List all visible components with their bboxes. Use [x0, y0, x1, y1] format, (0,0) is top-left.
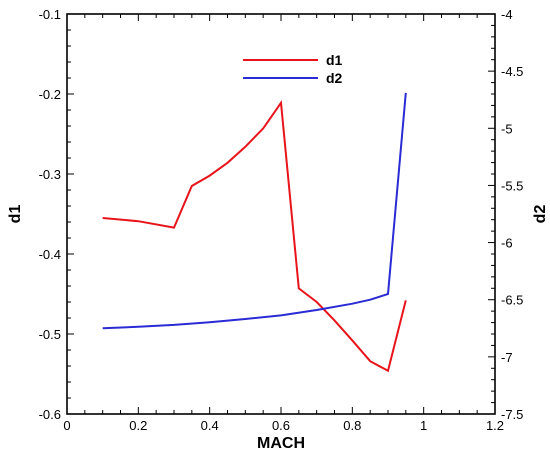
left-y-axis-ticks: -0.6 -0.5 -0.4 -0.3 -0.2 -0.1: [39, 7, 74, 422]
series-lines: [102, 92, 407, 373]
y-left-tick-label: -0.6: [39, 407, 61, 422]
y-right-tick-label: -5: [501, 121, 513, 136]
y-right-tick-label: -4: [501, 7, 513, 22]
right-y-axis-ticks: -7.5 -7 -6.5 -6 -5.5 -5 -4.5 -4: [488, 7, 523, 422]
y-left-tick-label: -0.3: [39, 167, 61, 182]
legend-label-d2: d2: [326, 70, 343, 86]
right-y-axis-label: d2: [532, 205, 549, 224]
series-line-d1: [102, 99, 407, 373]
y-right-tick-label: -6: [501, 236, 513, 251]
y-left-tick-label: -0.2: [39, 87, 61, 102]
x-tick-label: 0.8: [343, 418, 361, 433]
y-left-tick-label: -0.4: [39, 247, 61, 262]
x-tick-label: 0.4: [201, 418, 219, 433]
x-tick-label: 0.6: [272, 418, 290, 433]
x-tick-label: 0.2: [129, 418, 147, 433]
left-y-axis-label: d1: [7, 205, 24, 224]
x-axis-label: MACH: [257, 435, 305, 452]
y-right-tick-label: -6.5: [501, 293, 523, 308]
x-tick-label: 1: [420, 418, 427, 433]
y-left-tick-label: -0.1: [39, 7, 61, 22]
y-right-tick-label: -7.5: [501, 407, 523, 422]
x-axis-ticks: 0 0.2 0.4 0.6 0.8 1 1.2: [63, 14, 504, 433]
legend: d1 d2: [243, 52, 343, 86]
x-tick-label: 0: [63, 418, 70, 433]
plot-border: [66, 13, 496, 415]
y-right-tick-label: -4.5: [501, 64, 523, 79]
y-right-tick-label: -7: [501, 350, 513, 365]
y-right-tick-label: -5.5: [501, 178, 523, 193]
legend-label-d1: d1: [326, 52, 343, 68]
y-left-tick-label: -0.5: [39, 327, 61, 342]
plot-frame: [66, 13, 496, 415]
series-line-d2: [102, 92, 407, 330]
x-tick-label: 1.2: [486, 418, 504, 433]
